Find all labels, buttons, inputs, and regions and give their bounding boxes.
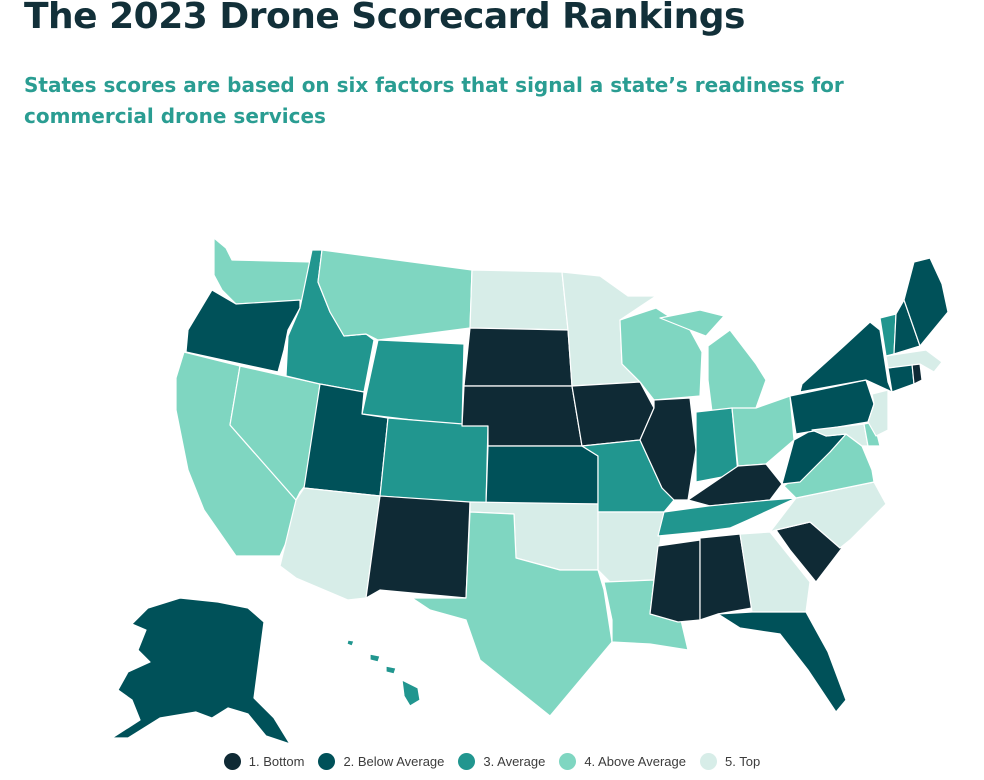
state-wisconsin[interactable] — [619, 307, 703, 401]
state-arkansas[interactable] — [597, 511, 665, 583]
state-new-jersey[interactable] — [867, 389, 889, 437]
state-north-dakota[interactable] — [469, 269, 569, 331]
legend-item-average: 3. Average — [458, 753, 545, 770]
state-michigan[interactable] — [659, 309, 767, 413]
state-wyoming[interactable] — [361, 339, 465, 427]
state-alabama[interactable] — [699, 533, 753, 621]
state-illinois[interactable] — [639, 397, 697, 501]
legend-label: 3. Average — [483, 754, 546, 769]
state-new-mexico[interactable] — [365, 495, 471, 599]
page-title: The 2023 Drone Scorecard Rankings — [24, 0, 745, 37]
legend-label: 4. Above Average — [584, 754, 686, 769]
page-subtitle: States scores are based on six factors t… — [24, 73, 844, 128]
legend-swatch-icon — [458, 753, 476, 770]
state-south-dakota[interactable] — [463, 327, 573, 387]
state-arizona[interactable] — [279, 487, 381, 601]
state-oregon[interactable] — [185, 289, 301, 373]
legend-swatch-icon — [223, 753, 241, 770]
state-mississippi[interactable] — [649, 539, 701, 623]
state-hawaii[interactable] — [346, 639, 421, 707]
legend-item-top: 5. Top — [700, 753, 760, 770]
legend-label: 2. Below Average — [343, 754, 445, 769]
legend-item-bottom: 1. Bottom — [223, 753, 305, 770]
state-florida[interactable] — [717, 611, 847, 713]
legend-item-above-average: 4. Above Average — [559, 753, 686, 770]
state-connecticut[interactable] — [887, 363, 915, 393]
legend: 1. Bottom 2. Below Average 3. Average 4.… — [0, 753, 984, 770]
legend-label: 5. Top — [725, 754, 761, 769]
state-massachusetts[interactable] — [885, 349, 943, 373]
state-washington[interactable] — [213, 237, 313, 305]
state-colorado[interactable] — [379, 417, 489, 505]
state-montana[interactable] — [317, 249, 473, 341]
legend-swatch-icon — [559, 753, 577, 770]
state-tennessee[interactable] — [657, 497, 797, 537]
state-indiana[interactable] — [695, 407, 739, 483]
legend-label: 1. Bottom — [248, 754, 305, 769]
state-maine[interactable] — [903, 257, 949, 347]
state-georgia[interactable] — [739, 531, 811, 613]
state-alaska[interactable] — [111, 597, 291, 745]
state-rhode-island[interactable] — [911, 363, 923, 385]
state-new-york[interactable] — [799, 321, 893, 393]
legend-swatch-icon — [700, 753, 717, 770]
state-texas[interactable] — [411, 511, 613, 717]
state-kansas[interactable] — [485, 445, 599, 505]
legend-swatch-icon — [318, 753, 336, 770]
legend-item-below-average: 2. Below Average — [318, 753, 444, 770]
